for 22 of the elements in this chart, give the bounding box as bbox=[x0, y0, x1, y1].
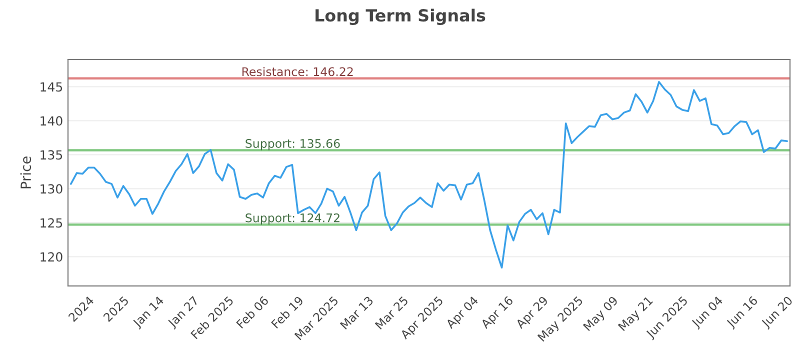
ref-line-label: Support: 124.72 bbox=[246, 213, 340, 225]
x-tick-label: Apr 04 bbox=[445, 296, 480, 331]
y-tick-label: 145 bbox=[40, 82, 62, 92]
ref-line-label: Support: 135.66 bbox=[246, 139, 340, 150]
y-tick-label: 125 bbox=[40, 218, 62, 228]
y-tick-label: 135 bbox=[40, 150, 62, 160]
x-tick-label: Feb 19 bbox=[270, 296, 304, 329]
chart-title: Long Term Signals bbox=[316, 8, 486, 26]
x-tick-label: Jun 16 bbox=[726, 296, 760, 330]
x-tick-label: Jan 14 bbox=[132, 296, 166, 330]
y-tick-label: 140 bbox=[40, 116, 62, 126]
x-tick-label: Jun 04 bbox=[690, 296, 725, 330]
ref-line-label: Resistance: 146.22 bbox=[242, 66, 353, 76]
y-tick-label: 130 bbox=[40, 184, 62, 194]
y-axis-title: Price bbox=[20, 156, 32, 188]
x-tick-label: Apr 16 bbox=[480, 296, 516, 331]
y-tick-label: 120 bbox=[40, 252, 62, 262]
x-tick-label: Feb 06 bbox=[236, 296, 269, 329]
x-tick-label: Mar 25 bbox=[374, 296, 409, 330]
line-series bbox=[70, 81, 788, 268]
x-tick-label: Jun 20 bbox=[760, 296, 795, 330]
x-tick-label: Mar 13 bbox=[340, 296, 374, 330]
